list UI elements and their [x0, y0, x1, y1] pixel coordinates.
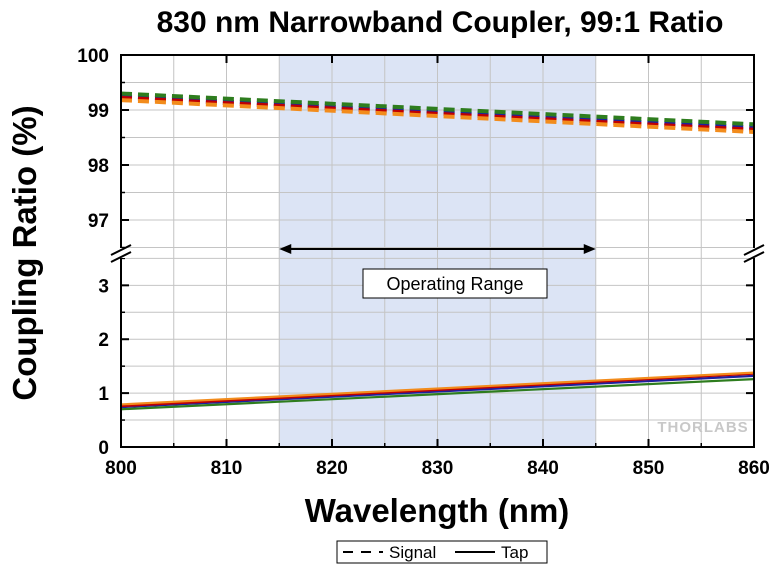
y-tick-label-upper: 97: [88, 211, 109, 232]
x-tick-label: 830: [422, 458, 454, 479]
axis-break-slash: [743, 244, 765, 256]
legend-label-tap: Tap: [501, 543, 528, 562]
operating-range-label: Operating Range: [386, 274, 523, 294]
axis-break-gap: [111, 248, 131, 258]
y-tick-label-lower: 0: [98, 438, 109, 459]
axis-break-right: [743, 244, 765, 263]
y-tick-label-lower: 3: [98, 276, 109, 297]
legend-label-signal: Signal: [389, 543, 436, 562]
tap-series-line-6: [120, 372, 755, 408]
signal-series-line-2: [120, 95, 755, 132]
y-tick-label-lower: 1: [98, 384, 109, 405]
axis-break-slash: [743, 251, 765, 263]
signal-series-line-4: [120, 91, 755, 127]
tap-series-line-8: [120, 378, 755, 411]
y-tick-label-lower: 2: [98, 330, 109, 351]
tap-series-line-7: [120, 371, 755, 406]
x-axis-title: Wavelength (nm): [305, 492, 570, 529]
arrow-head-right: [583, 244, 596, 254]
y-tick-label-upper: 98: [88, 156, 109, 177]
x-tick-label: 840: [527, 458, 559, 479]
tap-series-line-5: [120, 374, 755, 409]
axis-break-slash: [110, 244, 132, 256]
x-tick-label: 850: [633, 458, 665, 479]
y-tick-label-upper: 99: [88, 101, 109, 122]
signal-series-line-3: [120, 98, 755, 134]
x-tick-label: 810: [211, 458, 243, 479]
x-tick-label: 800: [105, 458, 137, 479]
thorlabs-watermark: THORLABS: [657, 419, 748, 436]
axis-break-left: [110, 244, 132, 263]
axis-break-gap: [744, 248, 764, 258]
axis-break-slash: [110, 251, 132, 263]
legend: Signal Tap: [336, 540, 548, 564]
x-tick-label: 820: [316, 458, 348, 479]
plot-area: 800 810 820 830 840 850 860 97 98 99 100 0 1 2 3 Operat…: [77, 46, 770, 479]
operating-range-label-box: [362, 268, 548, 299]
chart-title: 830 nm Narrowband Coupler, 99:1 Ratio: [157, 6, 724, 39]
arrow-head-left: [279, 244, 292, 254]
y-axis-title: Coupling Ratio (%): [6, 105, 43, 400]
y-tick-label-upper: 100: [77, 46, 109, 67]
legend-box: [336, 540, 548, 564]
x-tick-label: 860: [738, 458, 770, 479]
